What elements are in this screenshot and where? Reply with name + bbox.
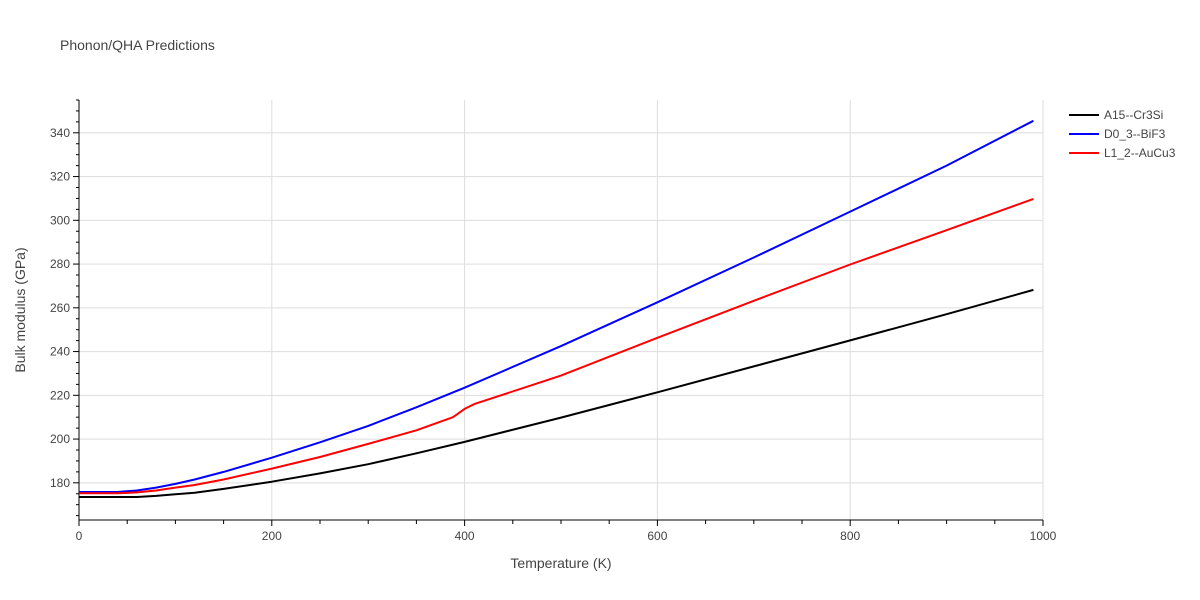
y-tick-label: 200 <box>50 432 70 446</box>
series-line-0[interactable] <box>79 288 1034 498</box>
y-tick-label: 220 <box>50 388 70 402</box>
legend-item[interactable]: D0_3--BiF3 <box>1069 127 1166 141</box>
x-tick-label: 200 <box>262 529 282 543</box>
y-tick-label: 260 <box>50 301 70 315</box>
x-tick-label: 0 <box>76 529 83 543</box>
legend-label: L1_2--AuCu3 <box>1104 146 1176 160</box>
axes-layer: 0 200 400 600 800 1000 180 200 220 240 260 280 300 32… <box>50 99 1057 543</box>
y-tick-label: 340 <box>50 126 70 140</box>
legend-item[interactable]: A15--Cr3Si <box>1069 108 1163 122</box>
y-tick-label: 280 <box>50 257 70 271</box>
x-tick-label: 1000 <box>1030 529 1057 543</box>
series-line-2[interactable] <box>79 197 1034 495</box>
x-tick-label: 800 <box>840 529 860 543</box>
legend-label: A15--Cr3Si <box>1104 108 1163 122</box>
y-axis-title: Bulk modulus (GPa) <box>12 247 28 372</box>
series-layer <box>79 119 1034 498</box>
series-line-1[interactable] <box>79 119 1034 493</box>
x-axis-title: Temperature (K) <box>510 555 611 571</box>
legend-item[interactable]: L1_2--AuCu3 <box>1069 146 1176 160</box>
y-tick-label: 180 <box>50 476 70 490</box>
x-tick-label: 600 <box>647 529 667 543</box>
y-tick-label: 300 <box>50 213 70 227</box>
grid-layer <box>79 100 1044 520</box>
x-tick-label: 400 <box>455 529 475 543</box>
y-tick-label: 320 <box>50 170 70 184</box>
y-tick-label: 240 <box>50 345 70 359</box>
legend-label: D0_3--BiF3 <box>1104 127 1166 141</box>
chart-title: Phonon/QHA Predictions <box>60 37 215 53</box>
legend[interactable]: A15--Cr3Si D0_3--BiF3 L1_2--AuCu3 <box>1069 108 1176 160</box>
